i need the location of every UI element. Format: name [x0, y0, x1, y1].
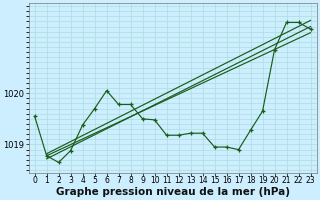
X-axis label: Graphe pression niveau de la mer (hPa): Graphe pression niveau de la mer (hPa) — [56, 187, 290, 197]
